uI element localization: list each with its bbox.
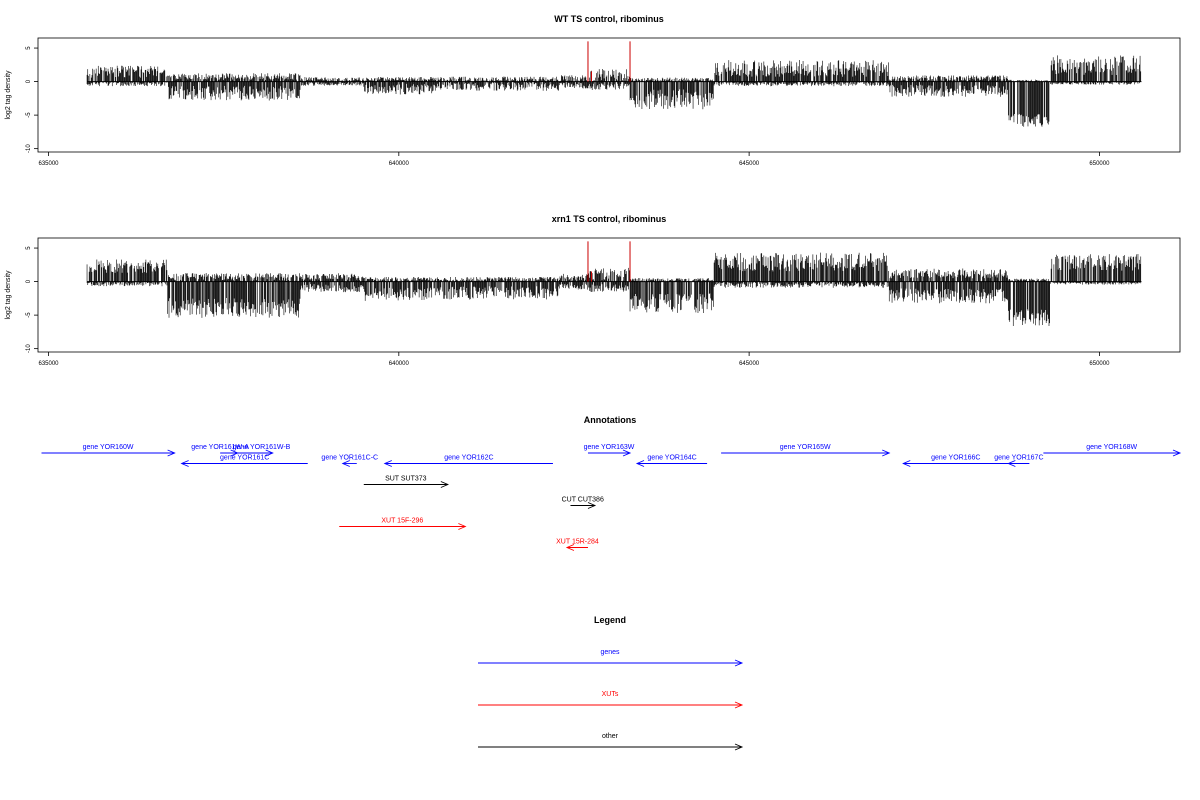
legend-title: Legend (594, 615, 626, 625)
x-tick-label: 635000 (38, 161, 59, 167)
legend-arrow-head (734, 743, 744, 751)
wt-track-panel: WT TS control, ribominus log2 tag density… (5, 14, 1181, 167)
y-tick-label: -5 (26, 312, 32, 318)
annotation-label: gene YOR161W-A (191, 444, 249, 451)
x-tick-label: 650000 (1089, 361, 1110, 367)
x-tick-label: 645000 (739, 161, 760, 167)
x-tick-label: 650000 (1089, 161, 1110, 167)
y-axis-label: log2 tag density (5, 270, 12, 320)
annotation-label: gene YOR162C (444, 455, 493, 462)
legend-arrow-head (734, 701, 744, 709)
annotation-arrow-head (1172, 449, 1182, 457)
annotation-label: SUT SUT373 (385, 476, 427, 483)
annotation-label: CUT CUT386 (562, 497, 604, 504)
legend-label: other (602, 733, 619, 740)
annotation-arrow-head (565, 544, 575, 551)
xrn1-track-panel: xrn1 TS control, ribominus log2 tag densi… (5, 214, 1181, 367)
annotation-label: gene YOR166C (931, 455, 980, 462)
annotation-label: gene YOR163W (584, 444, 635, 451)
annotation-label: gene YOR165W (780, 444, 831, 451)
y-tick-label: 5 (26, 246, 32, 250)
annotation-label: XUT 15R-284 (556, 539, 599, 546)
annotation-arrow-head (635, 460, 645, 467)
y-axis-label: log2 tag density (5, 70, 12, 120)
legend-panel: Legend genes XUTs other (478, 615, 744, 751)
annotation-arrow-head (458, 523, 467, 530)
annotation-arrow-head (882, 449, 891, 457)
x-tick-label: 635000 (38, 361, 59, 367)
minus-strand-density (86, 81, 1140, 127)
annotation-label: gene YOR160W (83, 444, 134, 451)
annotation-arrow-head (383, 460, 392, 467)
annotations-title: Annotations (584, 415, 637, 425)
minus-strand-density (86, 281, 1142, 326)
y-tick-label: -10 (26, 344, 32, 353)
annotation-label: gene YOR167C (994, 455, 1043, 462)
annotation-label: gene YOR161C-C (321, 455, 378, 462)
annotation-arrow-head (587, 502, 597, 509)
annotation-arrow-head (230, 449, 239, 457)
annotation-arrow-head (902, 460, 911, 467)
x-tick-label: 640000 (389, 361, 410, 367)
annotation-label: gene YOR168W (1086, 444, 1137, 451)
annotation-arrow-head (1007, 460, 1016, 467)
annotation-arrow-head (167, 449, 176, 457)
y-tick-label: -10 (26, 144, 32, 153)
annotation-arrow-head (341, 460, 350, 467)
annotation-label: gene YOR164C (647, 455, 696, 462)
y-tick-label: 0 (26, 79, 32, 83)
annotation-label: gene YOR161C (220, 455, 269, 462)
plus-strand-density (86, 252, 1142, 282)
plot-frame (37, 37, 1181, 153)
x-tick-label: 640000 (389, 161, 410, 167)
y-tick-label: 0 (26, 279, 32, 283)
annotation-arrow-head (440, 481, 450, 488)
track-title: WT TS control, ribominus (554, 14, 664, 24)
annotations-panel: Annotations gene YOR160W gene YOR161W-Bge… (41, 415, 1182, 551)
legend-arrow-head (734, 659, 744, 667)
legend-label: XUTs (602, 691, 619, 698)
y-tick-label: 5 (26, 46, 32, 50)
y-tick-label: -5 (26, 112, 32, 118)
track-title: xrn1 TS control, ribominus (552, 214, 667, 224)
annotation-arrow-head (622, 449, 632, 457)
annotation-arrow-head (180, 460, 189, 467)
x-tick-label: 645000 (739, 361, 760, 367)
annotation-label: XUT 15F-296 (381, 518, 423, 525)
plot-frame (37, 237, 1181, 353)
annotation-arrow-head (265, 449, 274, 457)
annotation-label: gene YOR161W-B (233, 444, 291, 451)
legend-label: genes (600, 649, 620, 656)
